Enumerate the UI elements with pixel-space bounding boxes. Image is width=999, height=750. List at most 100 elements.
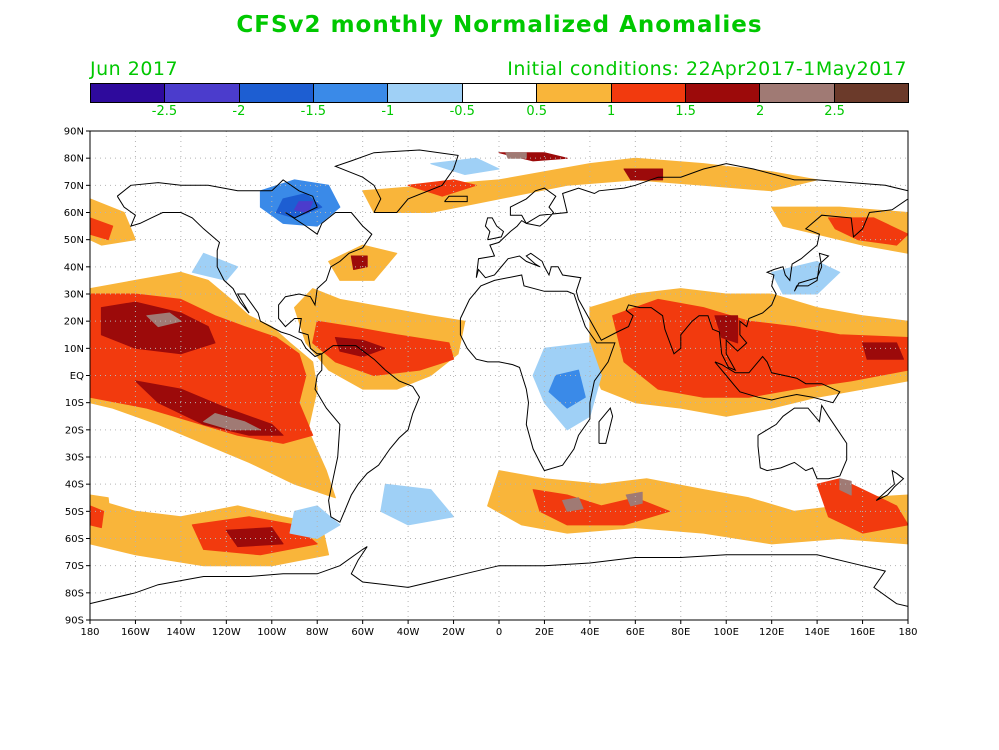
colorbar-labels: -2.5 -2 -1.5 -1 -0.5 0.5 1 1.5 2 2.5 [90, 104, 909, 122]
latitude-axis: 90S 80S 70S 60S 50S 40S 30S 20S 10S EQ 10N 20N 30N 40… [64, 127, 90, 627]
lon-tick-label: 20E [535, 627, 554, 638]
colorbar-label: 1 [607, 104, 616, 119]
lon-tick-label: 100W [257, 627, 286, 638]
lon-tick-label: 60W [351, 627, 374, 638]
colorbar-label: 2.5 [824, 104, 845, 119]
lat-tick-label: 70S [65, 561, 84, 572]
anomaly-region [225, 527, 284, 548]
lat-tick-label: 60S [65, 534, 84, 545]
lon-tick-label: 180 [80, 627, 99, 638]
coastlines [90, 149, 908, 607]
colorbar-label: -1.5 [300, 104, 327, 119]
lon-tick-label: 40W [397, 627, 420, 638]
anomaly-region [771, 260, 841, 295]
lon-tick-label: 0 [496, 627, 502, 638]
colorbar-swatch [462, 84, 538, 102]
coastline-antarctica [90, 546, 908, 607]
anomaly-region [134, 380, 284, 436]
anomaly-region [828, 217, 908, 246]
anomaly-region [100, 301, 216, 355]
colorbar-swatch [611, 84, 686, 102]
lat-tick-label: 40N [64, 262, 84, 273]
anomaly-region [623, 168, 664, 181]
colorbar-label: 0.5 [526, 104, 548, 119]
anomaly-region [334, 337, 386, 357]
colorbar [90, 83, 909, 103]
lon-tick-label: 140E [804, 627, 829, 638]
anomaly-region [487, 470, 908, 545]
lon-tick-label: 120W [212, 627, 241, 638]
anomaly-region [862, 342, 904, 360]
lon-tick-label: 160E [850, 627, 875, 638]
colorbar-label: -0.5 [449, 104, 475, 119]
anomaly-region [839, 478, 852, 496]
lat-tick-label: 90N [64, 127, 84, 138]
lat-tick-label: 70N [64, 181, 84, 192]
lon-tick-label: 160W [121, 627, 150, 638]
coastline-eurasia [475, 163, 908, 372]
anomaly-region [505, 152, 527, 159]
lat-tick-label: EQ [70, 371, 84, 382]
chart-title: CFSv2 monthly Normalized Anomalies [236, 12, 763, 38]
coastline-indonesia [714, 355, 841, 404]
coastline-iceland [444, 195, 468, 203]
anomaly-region [548, 369, 586, 409]
lon-tick-label: 180 [898, 627, 917, 638]
coastline-greenland [333, 149, 459, 213]
colorbar-label: 1.5 [675, 104, 696, 119]
lat-tick-label: 30N [64, 290, 84, 301]
lat-tick-label: 60N [64, 208, 84, 219]
lat-tick-label: 90S [65, 616, 84, 627]
colorbar-label: 2 [755, 104, 765, 119]
coastline-north-america [116, 179, 373, 358]
lat-tick-label: 50S [65, 507, 84, 518]
lat-tick-label: 30S [65, 453, 84, 464]
anomaly-region [380, 483, 455, 526]
initial-conditions: Initial conditions: 22Apr2017-1May2017 [507, 58, 907, 80]
lat-tick-label: 20N [64, 317, 84, 328]
longitude-axis: 180 160W 140W 120W 100W 80W 60W 40W 20W 0 20E 40E 60… [80, 620, 918, 638]
lat-tick-label: 40S [65, 480, 84, 491]
lat-tick-label: 10N [64, 344, 84, 355]
coastline-south-america [314, 345, 421, 523]
lon-tick-label: 40E [580, 627, 599, 638]
lon-tick-label: 120E [759, 627, 784, 638]
coastline-madagascar [598, 407, 614, 444]
colorbar-swatch [834, 84, 908, 102]
colorbar-swatch [165, 84, 240, 102]
colorbar-swatch [760, 84, 835, 102]
colorbar-label: -1 [381, 104, 395, 119]
colorbar-swatch [91, 84, 166, 102]
lat-tick-label: 80S [65, 588, 84, 599]
anomaly-region [289, 505, 341, 539]
lon-tick-label: 100E [714, 627, 739, 638]
colorbar-swatch [537, 84, 612, 102]
anomaly-region [625, 491, 643, 507]
lat-tick-label: 10S [65, 398, 84, 409]
lon-tick-label: 80W [306, 627, 329, 638]
coastline-uk [484, 217, 505, 241]
lon-tick-label: 60E [626, 627, 645, 638]
colorbar-swatch [388, 84, 463, 102]
colorbar-label: -2 [232, 104, 246, 119]
anomaly-region [294, 201, 314, 213]
anomaly-region [714, 315, 739, 344]
colorbar-swatch [685, 84, 761, 102]
lon-tick-label: 20W [442, 627, 465, 638]
colorbar-label: -2.5 [151, 104, 178, 119]
coastline-africa [459, 274, 616, 472]
lon-tick-label: 140W [166, 627, 195, 638]
lat-tick-label: 80N [64, 154, 84, 165]
coastline-new-zealand [875, 469, 905, 501]
colorbar-swatch [239, 84, 315, 102]
forecast-month: Jun 2017 [90, 58, 179, 80]
anomaly-region [350, 255, 368, 270]
lat-tick-label: 20S [65, 425, 84, 436]
anomaly-field [90, 152, 908, 567]
anomaly-region [430, 157, 500, 175]
anomaly-region [407, 179, 477, 197]
anomaly-region [562, 497, 584, 512]
lat-tick-label: 50N [64, 235, 84, 246]
colorbar-swatch [314, 84, 389, 102]
